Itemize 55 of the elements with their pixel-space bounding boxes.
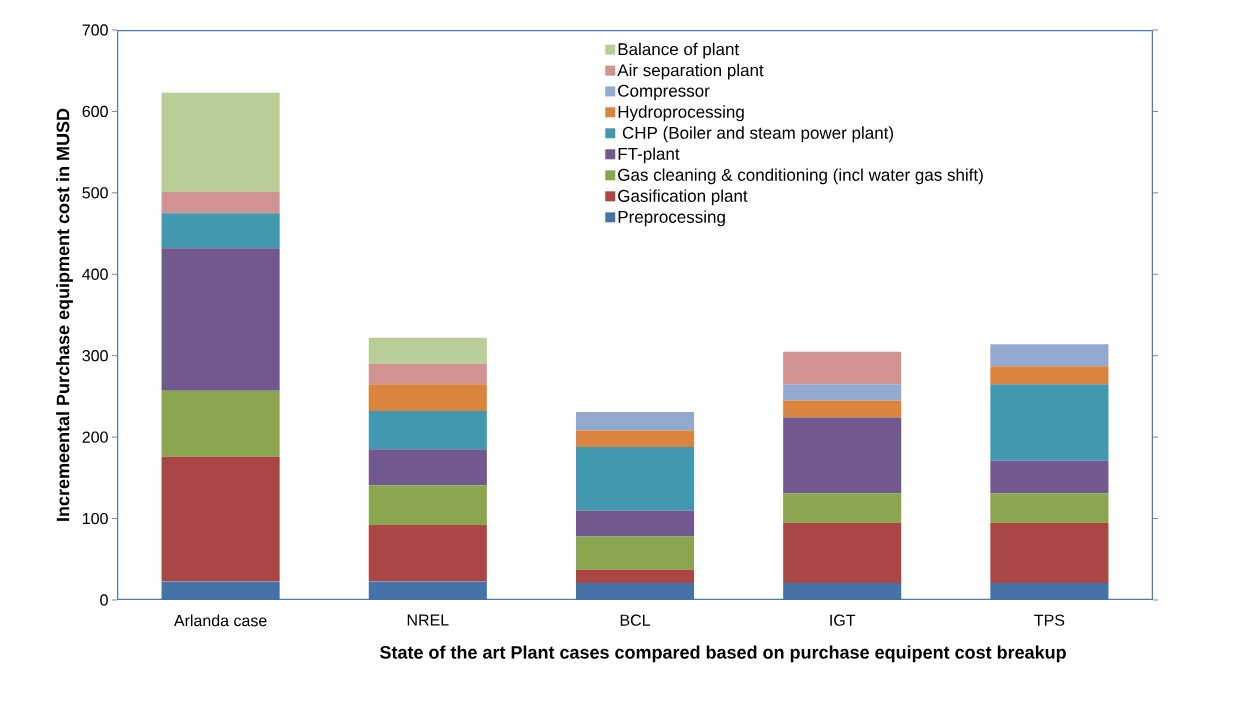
bar bbox=[575, 411, 695, 431]
bar bbox=[575, 446, 695, 511]
legend-label: CHP (Boiler and steam power plant) bbox=[622, 126, 894, 143]
bar bbox=[783, 400, 902, 418]
y-tick-label: 400 bbox=[82, 268, 108, 280]
legend-label: Gasification plant bbox=[618, 189, 748, 206]
bar bbox=[783, 522, 902, 583]
bar bbox=[783, 351, 902, 385]
bar bbox=[575, 510, 695, 537]
legend-label: Balance of plant bbox=[618, 42, 740, 59]
bar bbox=[575, 569, 695, 583]
bar bbox=[368, 384, 487, 412]
bar bbox=[161, 213, 280, 249]
bar bbox=[783, 493, 902, 523]
bar bbox=[161, 456, 280, 582]
y-axis-title: Incremeental Purchase equipment cost in MUSD bbox=[56, 108, 73, 521]
bar bbox=[161, 248, 280, 391]
bar bbox=[990, 493, 1109, 523]
x-tick-label: TPS bbox=[1034, 614, 1065, 626]
y-tick-label: 600 bbox=[82, 105, 108, 118]
x-tick-label: IGT bbox=[830, 614, 856, 626]
bar bbox=[368, 449, 487, 486]
x-tick-label: BCL bbox=[620, 614, 651, 626]
bar bbox=[783, 417, 902, 494]
bar bbox=[990, 366, 1109, 385]
legend-label: Gas cleaning & conditioning (incl water gas shift) bbox=[618, 168, 983, 185]
x-axis-title: State of the art Plant cases compared based on purchase equipent cost breakup bbox=[380, 645, 1066, 663]
bar bbox=[990, 384, 1109, 461]
bar bbox=[161, 192, 280, 214]
x-tick-label: NREL bbox=[407, 614, 449, 626]
legend-label: Preprocessing bbox=[618, 210, 725, 227]
x-tick-label: Arlanda case bbox=[173, 614, 267, 627]
bar bbox=[368, 525, 487, 582]
y-tick-label: 200 bbox=[82, 431, 108, 443]
bar bbox=[575, 430, 695, 447]
bar bbox=[161, 390, 280, 457]
y-tick-label: 700 bbox=[82, 24, 108, 36]
bar bbox=[990, 344, 1109, 367]
bar bbox=[368, 363, 487, 385]
bar bbox=[575, 536, 695, 570]
bar bbox=[368, 337, 487, 364]
legend-label: Compressor bbox=[618, 84, 710, 101]
bar bbox=[990, 522, 1109, 583]
legend-label: Hydroprocessing bbox=[618, 105, 744, 122]
bar bbox=[783, 384, 902, 401]
bar bbox=[990, 460, 1109, 494]
legend-label: FT-plant bbox=[618, 147, 680, 164]
y-tick-label: 100 bbox=[83, 512, 108, 525]
legend-label: Air separation plant bbox=[617, 63, 764, 80]
bar bbox=[368, 411, 487, 450]
bar bbox=[368, 485, 487, 526]
y-tick-label: 0 bbox=[100, 594, 108, 606]
y-tick-label: 300 bbox=[82, 350, 108, 362]
bar bbox=[161, 92, 280, 193]
y-tick-label: 500 bbox=[82, 187, 108, 199]
